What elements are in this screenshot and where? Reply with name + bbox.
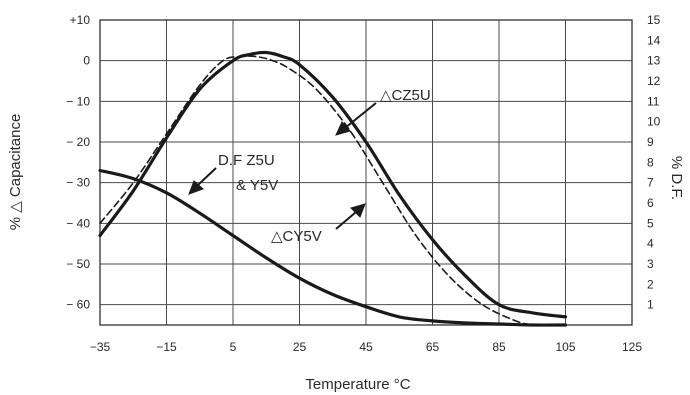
x-tick-label: 85 — [492, 340, 506, 354]
y-left-tick-label: − 50 — [66, 257, 90, 271]
y-left-tick-label: − 30 — [66, 176, 90, 190]
x-axis-title: Temperature °C — [305, 376, 410, 393]
annotation-df-z5u: D.F Z5U — [218, 152, 275, 169]
x-tick-labels: −35 −15 5 25 45 65 85 105 125 — [90, 340, 643, 354]
y-right-tick-label: 2 — [647, 277, 654, 291]
y-left-tick-label: − 60 — [66, 298, 90, 312]
series-group — [98, 50, 568, 327]
y-left-tick-labels: +10 0 − 10 − 20 − 30 − 40 − 50 − 60 — [66, 13, 90, 312]
y-right-tick-label: 3 — [647, 257, 654, 271]
x-tick-label: 125 — [622, 340, 642, 354]
annotation-df-y5v: & Y5V — [236, 177, 278, 194]
y-right-tick-labels: 15 14 13 12 11 10 9 8 7 6 5 4 3 2 1 — [647, 13, 661, 312]
y-right-tick-label: 7 — [647, 176, 654, 190]
x-tick-label: 45 — [359, 340, 373, 354]
x-tick-label: 5 — [230, 340, 237, 354]
y-right-axis-title: % D.F. — [668, 156, 685, 200]
y-right-tick-label: 15 — [647, 13, 661, 27]
y-right-tick-label: 5 — [647, 216, 654, 230]
series-line-df — [98, 168, 568, 327]
y-right-tick-label: 11 — [647, 94, 660, 108]
series-line-cz5u — [98, 50, 568, 319]
y-left-tick-label: +10 — [70, 13, 91, 27]
y-right-tick-label: 13 — [647, 54, 661, 68]
y-right-tick-label: 14 — [647, 33, 661, 47]
series-line-cy5v — [99, 55, 534, 326]
y-left-tick-label: − 10 — [66, 94, 90, 108]
arrow-cy5v — [335, 203, 366, 230]
y-right-tick-label: 4 — [647, 237, 654, 251]
x-tick-label: 65 — [426, 340, 440, 354]
y-right-tick-label: 6 — [647, 196, 654, 210]
y-right-tick-label: 12 — [647, 74, 661, 88]
y-left-axis-title: % △ Capacitance — [7, 114, 24, 231]
x-tick-label: −35 — [90, 340, 111, 354]
x-tick-label: 105 — [555, 340, 575, 354]
y-right-tick-label: 1 — [647, 298, 654, 312]
grid — [100, 19, 632, 325]
annotation-cz5u: △CZ5U — [380, 87, 431, 104]
x-tick-label: −15 — [156, 340, 177, 354]
annotation-cy5v: △CY5V — [271, 228, 322, 245]
arrow-cz5u — [335, 102, 377, 136]
x-tick-label: 25 — [293, 340, 307, 354]
arrow-df — [188, 167, 217, 195]
y-left-tick-label: 0 — [83, 54, 90, 68]
y-right-tick-label: 9 — [647, 135, 654, 149]
y-left-tick-label: − 20 — [66, 135, 90, 149]
plot-frame — [99, 19, 633, 326]
y-right-tick-label: 10 — [647, 115, 661, 129]
y-right-tick-label: 8 — [647, 155, 654, 169]
y-left-tick-label: − 40 — [66, 216, 90, 230]
